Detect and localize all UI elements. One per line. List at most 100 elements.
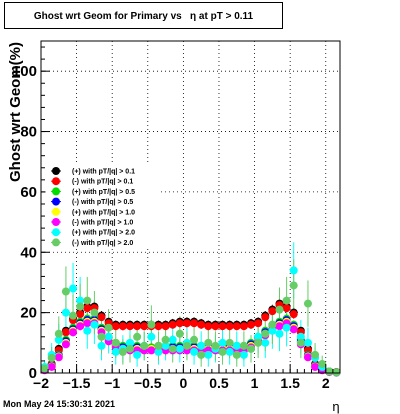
data-point bbox=[303, 353, 312, 362]
data-point bbox=[133, 350, 142, 359]
data-point bbox=[154, 322, 163, 331]
data-point bbox=[232, 322, 241, 331]
data-point bbox=[83, 296, 92, 305]
data-point bbox=[332, 368, 341, 377]
data-point bbox=[83, 326, 92, 335]
data-point bbox=[303, 299, 312, 308]
legend-marker bbox=[52, 207, 60, 216]
data-point bbox=[239, 341, 248, 350]
y-tick-label: 40 bbox=[20, 244, 37, 261]
y-tick-label: 0 bbox=[29, 365, 37, 382]
data-point bbox=[197, 320, 206, 329]
x-tick-label: 1 bbox=[251, 375, 259, 391]
data-point bbox=[175, 344, 184, 353]
x-tick-label: 0 bbox=[179, 375, 187, 391]
data-point bbox=[97, 332, 106, 341]
data-markers bbox=[40, 266, 341, 377]
data-point bbox=[90, 320, 99, 329]
data-point bbox=[168, 320, 177, 329]
data-point bbox=[204, 350, 213, 359]
legend-marker bbox=[52, 238, 60, 247]
data-point bbox=[111, 338, 120, 347]
data-point bbox=[76, 322, 85, 331]
data-point bbox=[289, 266, 298, 275]
data-point bbox=[125, 322, 134, 331]
data-point bbox=[161, 335, 170, 344]
data-point bbox=[69, 284, 78, 293]
legend-entry: (-) with pT/|q| > 2.0 bbox=[72, 240, 133, 247]
data-point bbox=[118, 347, 127, 356]
data-point bbox=[261, 329, 270, 338]
data-point bbox=[175, 329, 184, 338]
data-point bbox=[204, 322, 213, 331]
data-point bbox=[303, 338, 312, 347]
x-tick-label: −0.5 bbox=[134, 375, 162, 391]
data-point bbox=[239, 322, 248, 331]
data-point bbox=[232, 350, 241, 359]
data-point bbox=[225, 347, 234, 356]
data-point bbox=[69, 328, 78, 337]
data-point bbox=[289, 310, 298, 319]
data-point bbox=[104, 323, 113, 332]
x-tick-label: −1.5 bbox=[63, 375, 91, 391]
data-point bbox=[161, 322, 170, 331]
data-point bbox=[197, 341, 206, 350]
data-point bbox=[154, 341, 163, 350]
axis-labels: −2 −1.5 −1 −0.5 0 0.5 1 1.5 2020406080100ηGhost … bbox=[7, 42, 340, 414]
data-point bbox=[232, 341, 241, 350]
data-point bbox=[168, 335, 177, 344]
data-point bbox=[111, 322, 120, 331]
data-point bbox=[282, 296, 291, 305]
timestamp-label: Mon May 24 15:30:31 2021 bbox=[3, 399, 116, 409]
data-point bbox=[254, 332, 263, 341]
data-point bbox=[97, 341, 106, 350]
data-point bbox=[161, 341, 170, 350]
data-point bbox=[125, 338, 134, 347]
data-point bbox=[90, 308, 99, 317]
legend-entry: (+) with pT/|q| > 0.1 bbox=[72, 169, 135, 176]
legend-entry: (+) with pT/|q| > 1.0 bbox=[72, 209, 135, 216]
data-point bbox=[275, 329, 284, 338]
data-point bbox=[111, 347, 120, 356]
data-point bbox=[261, 313, 270, 322]
data-point bbox=[182, 341, 191, 350]
x-axis-title: η bbox=[332, 399, 339, 414]
data-point bbox=[61, 308, 70, 317]
data-point bbox=[225, 322, 234, 331]
data-point bbox=[54, 329, 63, 338]
legend-entry: (-) with pT/|q| > 0.1 bbox=[72, 179, 133, 186]
data-point bbox=[296, 338, 305, 347]
legend-box bbox=[45, 164, 161, 249]
data-point bbox=[218, 322, 227, 331]
data-point bbox=[147, 332, 156, 341]
legend-marker bbox=[52, 218, 60, 226]
data-point bbox=[211, 341, 220, 350]
data-point bbox=[204, 338, 213, 347]
data-point bbox=[47, 362, 56, 371]
y-tick-label: 20 bbox=[20, 305, 37, 322]
data-point bbox=[275, 305, 284, 314]
data-point bbox=[154, 347, 163, 356]
data-point bbox=[140, 322, 149, 331]
data-point bbox=[247, 344, 256, 353]
legend-marker bbox=[52, 197, 60, 206]
x-tick-label: 0.5 bbox=[209, 375, 229, 391]
data-point bbox=[268, 326, 277, 335]
data-point bbox=[218, 338, 227, 347]
legend-entry: (+) with pT/|q| > 2.0 bbox=[72, 230, 135, 237]
data-point bbox=[261, 338, 270, 347]
data-point bbox=[133, 322, 142, 331]
chart-title: Ghost wrt Geom for Primary vs η at pT > … bbox=[33, 11, 254, 22]
data-point bbox=[268, 307, 277, 316]
data-point bbox=[76, 302, 85, 311]
data-point bbox=[289, 325, 298, 334]
y-axis-title: Ghost wrt Geom(%) bbox=[7, 42, 24, 182]
legend-marker bbox=[52, 177, 60, 186]
data-point bbox=[311, 362, 320, 371]
data-point bbox=[289, 281, 298, 290]
data-point bbox=[97, 313, 106, 322]
x-tick-label: −1 bbox=[104, 375, 120, 391]
data-point bbox=[190, 347, 199, 356]
data-point bbox=[147, 346, 156, 355]
